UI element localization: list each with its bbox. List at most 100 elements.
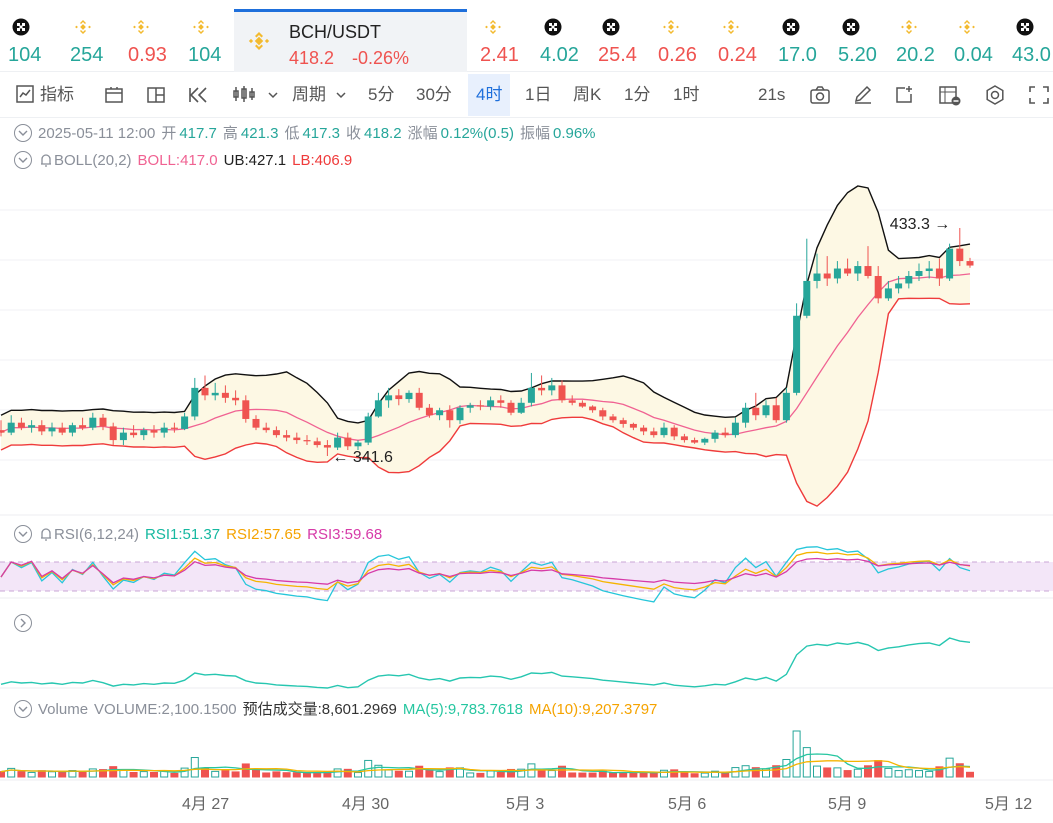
ticker-item[interactable]: 17.0 bbox=[778, 14, 838, 68]
bell-icon[interactable] bbox=[38, 152, 54, 168]
rewind-icon[interactable] bbox=[188, 86, 210, 104]
ticker-value: 0.24 bbox=[718, 44, 757, 66]
pencil-icon[interactable] bbox=[852, 85, 874, 105]
candle-body bbox=[782, 392, 790, 421]
candle-body bbox=[436, 410, 444, 416]
split-view-icon[interactable] bbox=[146, 86, 166, 104]
ticker-item[interactable]: 4.02 bbox=[540, 14, 600, 68]
active-ticker[interactable]: BCH/USDT 418.2 -0.26% bbox=[234, 9, 467, 72]
candle-body bbox=[272, 430, 280, 436]
ohlc-time: 2025-05-11 12:00 bbox=[38, 125, 156, 142]
volume-bar bbox=[639, 772, 648, 778]
volume-bar bbox=[680, 772, 689, 778]
volume-bar bbox=[435, 771, 444, 778]
close-value: 418.2 bbox=[364, 125, 402, 142]
indicators-button[interactable]: 指标 bbox=[16, 82, 74, 108]
candle-body bbox=[956, 248, 964, 262]
volume-bar bbox=[354, 772, 362, 778]
ticker-value: 254 bbox=[70, 44, 104, 66]
period-5m[interactable]: 5分 bbox=[368, 85, 395, 104]
fullscreen-icon[interactable] bbox=[1028, 85, 1050, 105]
volume-bar bbox=[262, 772, 271, 778]
period-1m[interactable]: 1分 bbox=[624, 85, 651, 104]
ticker-item[interactable]: 25.4 bbox=[598, 14, 658, 68]
ticker-item[interactable]: 0.26 bbox=[658, 14, 718, 68]
lb-value: LB:406.9 bbox=[292, 152, 353, 169]
candle-body bbox=[48, 427, 56, 432]
ticker-item[interactable]: 0.24 bbox=[718, 14, 778, 68]
candle-body bbox=[385, 395, 393, 401]
period-1d[interactable]: 1日 bbox=[525, 85, 552, 104]
period-4h[interactable]: 4时 bbox=[468, 74, 511, 116]
candle-body bbox=[507, 402, 515, 413]
camera-icon[interactable] bbox=[809, 85, 831, 105]
gear-icon[interactable] bbox=[984, 84, 1006, 106]
candle-body bbox=[293, 437, 301, 441]
candle-body bbox=[191, 387, 199, 417]
candle-body bbox=[517, 402, 525, 413]
ticker-item[interactable]: 254 bbox=[70, 14, 130, 68]
chevron-down-icon bbox=[336, 92, 346, 99]
period-1w[interactable]: 周K bbox=[573, 85, 602, 104]
layout-icon[interactable] bbox=[104, 86, 124, 104]
candle-body bbox=[895, 283, 903, 289]
candle-body bbox=[221, 392, 229, 398]
candle-body bbox=[17, 422, 25, 428]
ohlc-info: 2025-05-11 12:00 开 417.7 高 421.3 低 417.3 收 418.2… bbox=[14, 124, 602, 143]
candle-body bbox=[538, 387, 546, 391]
candle-body bbox=[762, 405, 770, 416]
candle-body bbox=[629, 423, 637, 428]
ticker-item[interactable]: 2.41 bbox=[480, 14, 540, 68]
collapse-icon[interactable] bbox=[14, 700, 32, 718]
collapse-icon[interactable] bbox=[14, 525, 32, 543]
refresh-interval[interactable]: 21s bbox=[758, 85, 786, 104]
period-30m[interactable]: 30分 bbox=[416, 85, 452, 104]
ticker-item[interactable]: 0.93 bbox=[128, 14, 188, 68]
bell-icon[interactable] bbox=[38, 526, 54, 542]
volume-bar bbox=[476, 772, 485, 778]
grid-settings-icon[interactable] bbox=[938, 85, 962, 107]
x-tick-label: 5月 6 bbox=[668, 796, 707, 813]
ticker-item[interactable]: 43.0 bbox=[1012, 14, 1053, 68]
ticker-item[interactable]: 104 bbox=[188, 14, 248, 68]
pane3-toggle[interactable] bbox=[14, 614, 38, 633]
indicator-line bbox=[0, 637, 971, 689]
candle-body bbox=[558, 385, 566, 401]
volume-bar bbox=[700, 772, 709, 778]
volume-bar bbox=[660, 769, 668, 778]
volume-bar bbox=[88, 768, 97, 778]
chart-type-dropdown[interactable] bbox=[232, 82, 279, 108]
candle-body bbox=[38, 425, 46, 432]
collapse-icon[interactable] bbox=[14, 124, 32, 142]
candle-body bbox=[140, 430, 148, 436]
volume-bar bbox=[394, 770, 403, 778]
add-window-icon[interactable] bbox=[894, 85, 916, 105]
expand-icon[interactable] bbox=[14, 614, 32, 632]
candle-body bbox=[0, 430, 5, 433]
checker-icon bbox=[602, 18, 620, 36]
ticker-item[interactable]: 20.2 bbox=[896, 14, 956, 68]
boll-lower-line bbox=[0, 297, 971, 507]
ub-value: UB:427.1 bbox=[223, 152, 287, 169]
volume-ma10: MA(10):9,207.3797 bbox=[528, 701, 658, 718]
ticker-item[interactable]: 104 bbox=[8, 14, 68, 68]
ticker-item[interactable]: 0.04 bbox=[954, 14, 1014, 68]
volume-bar bbox=[547, 770, 556, 778]
volume-bar bbox=[537, 770, 546, 778]
period-dropdown[interactable]: 周期 bbox=[292, 82, 347, 108]
candle-body bbox=[650, 431, 658, 436]
ticker-item[interactable]: 5.20 bbox=[838, 14, 898, 68]
x-tick-label: 5月 12 bbox=[985, 796, 1033, 813]
ticker-value: 104 bbox=[188, 44, 222, 66]
candle-body bbox=[58, 427, 66, 433]
collapse-icon[interactable] bbox=[14, 151, 32, 169]
period-1h[interactable]: 1时 bbox=[673, 85, 700, 104]
checker-icon bbox=[1016, 18, 1034, 36]
candle-body bbox=[405, 392, 413, 400]
volume-bar bbox=[874, 760, 883, 778]
binance-icon bbox=[723, 20, 739, 34]
volume-bar bbox=[445, 767, 454, 778]
candle-body bbox=[364, 416, 372, 443]
binance-icon bbox=[133, 20, 149, 34]
